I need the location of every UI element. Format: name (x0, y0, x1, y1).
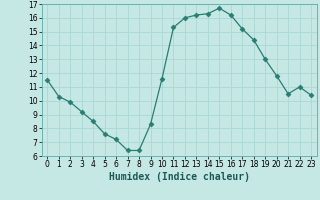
X-axis label: Humidex (Indice chaleur): Humidex (Indice chaleur) (109, 172, 250, 182)
